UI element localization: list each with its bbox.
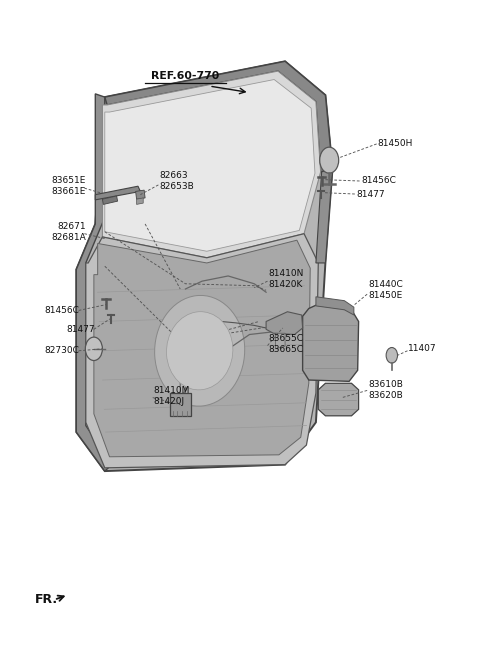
- Circle shape: [320, 147, 339, 173]
- Text: 83655C
83665C: 83655C 83665C: [268, 333, 303, 354]
- Polygon shape: [94, 240, 310, 457]
- Text: 82730C: 82730C: [45, 346, 80, 356]
- Polygon shape: [86, 234, 318, 468]
- Ellipse shape: [167, 312, 233, 390]
- Polygon shape: [266, 312, 302, 335]
- Polygon shape: [276, 333, 285, 349]
- Polygon shape: [316, 297, 354, 315]
- Text: REF.60-770: REF.60-770: [151, 71, 219, 81]
- Text: 81477: 81477: [356, 190, 385, 199]
- Text: 83610B
83620B: 83610B 83620B: [368, 380, 403, 401]
- Circle shape: [85, 337, 102, 361]
- Circle shape: [386, 348, 397, 363]
- Polygon shape: [137, 198, 143, 205]
- Polygon shape: [102, 196, 118, 205]
- Text: 81410N
81420K: 81410N 81420K: [268, 269, 304, 289]
- Polygon shape: [105, 79, 315, 251]
- Polygon shape: [318, 383, 359, 416]
- Polygon shape: [76, 61, 333, 471]
- Text: 81440C
81450E: 81440C 81450E: [368, 280, 403, 300]
- Text: 81477: 81477: [67, 325, 96, 334]
- Text: 81456C: 81456C: [361, 176, 396, 186]
- Text: 82671
82681A: 82671 82681A: [51, 222, 86, 242]
- Polygon shape: [136, 190, 145, 199]
- Polygon shape: [302, 305, 359, 381]
- Text: 81450H: 81450H: [378, 140, 413, 148]
- Text: 11407: 11407: [408, 344, 437, 354]
- Ellipse shape: [155, 295, 245, 406]
- Polygon shape: [105, 61, 333, 172]
- Text: 83651E
83661E: 83651E 83661E: [51, 176, 86, 196]
- Text: 82663
82653B: 82663 82653B: [159, 171, 194, 191]
- Polygon shape: [76, 94, 112, 471]
- Text: 81456C: 81456C: [45, 306, 80, 315]
- Polygon shape: [102, 71, 321, 258]
- Bar: [170, 393, 191, 416]
- Text: 81410M
81420J: 81410M 81420J: [154, 386, 190, 405]
- Polygon shape: [316, 169, 333, 263]
- Text: FR.: FR.: [35, 594, 58, 606]
- Polygon shape: [96, 186, 140, 200]
